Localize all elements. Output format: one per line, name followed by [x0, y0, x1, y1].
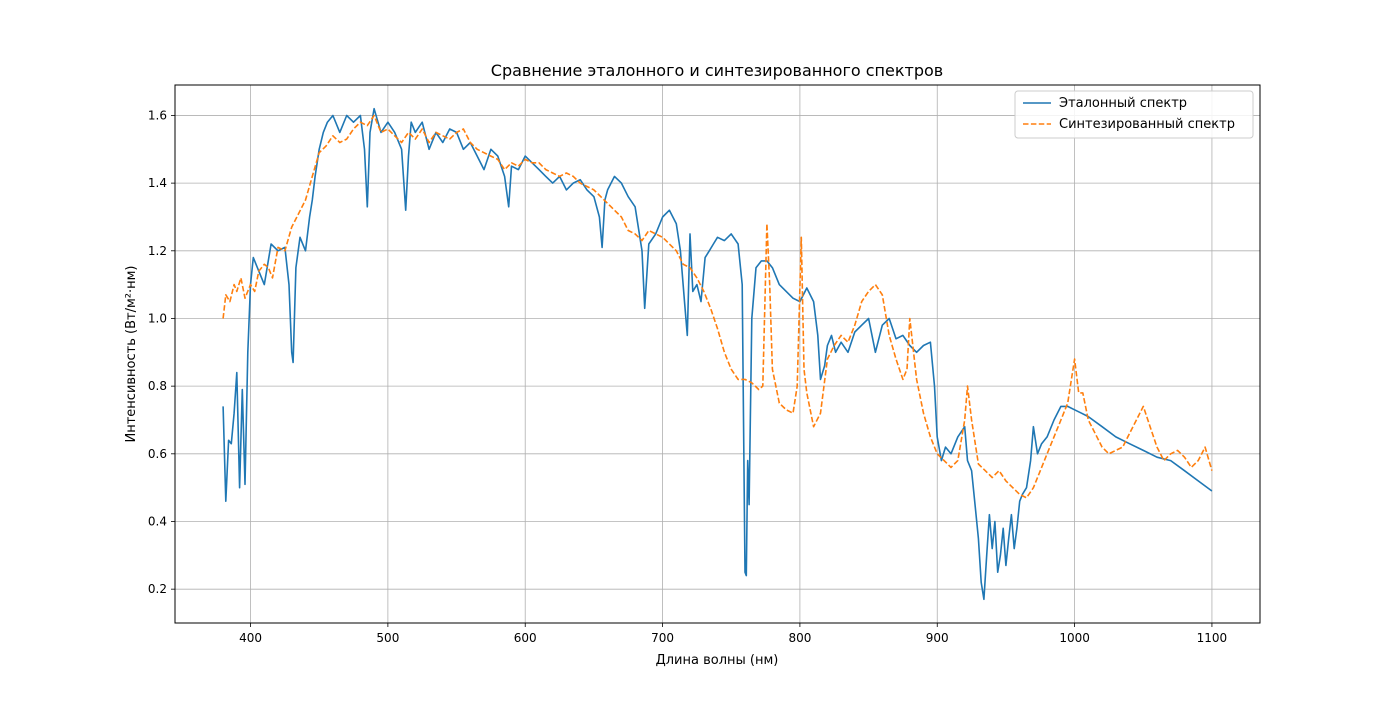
- y-tick-label: 1.2: [148, 244, 167, 258]
- x-tick-label: 800: [788, 631, 811, 645]
- legend: Эталонный спектр Синтезированный спектр: [1014, 90, 1254, 139]
- tick-layer: 400 500 600 700 800 900 1000 1100 0.2 0.4 0.6 0.8 1.…: [148, 108, 1227, 645]
- y-tick-label: 0.8: [148, 379, 167, 393]
- x-tick-label: 600: [514, 631, 537, 645]
- x-tick-label: 700: [651, 631, 674, 645]
- chart-title: Сравнение эталонного и синтезированного …: [491, 61, 943, 80]
- y-axis-label: Интенсивность (Вт/м²·нм): [124, 266, 139, 443]
- x-axis-label: Длина волны (нм): [656, 653, 779, 668]
- x-tick-label: 400: [239, 631, 262, 645]
- x-tick-label: 1100: [1197, 631, 1228, 645]
- series-line-reference: [222, 107, 1213, 601]
- x-tick-label: 500: [376, 631, 399, 645]
- y-tick-label: 1.4: [148, 176, 167, 190]
- series-line-synthesized: [222, 114, 1213, 499]
- grid-layer: [175, 85, 1260, 623]
- y-tick-label: 0.2: [148, 582, 167, 596]
- legend-box: [1014, 90, 1254, 139]
- y-tick-label: 1.6: [148, 108, 167, 122]
- y-tick-label: 1.0: [148, 311, 167, 325]
- series-layer: [222, 107, 1213, 601]
- legend-label: Синтезированный спектр: [1059, 117, 1235, 132]
- x-tick-label: 1000: [1059, 631, 1090, 645]
- y-tick-label: 0.4: [148, 514, 167, 528]
- plot-frame: [174, 84, 1261, 624]
- y-tick-label: 0.6: [148, 447, 167, 461]
- x-tick-label: 900: [926, 631, 949, 645]
- legend-label: Эталонный спектр: [1059, 96, 1187, 111]
